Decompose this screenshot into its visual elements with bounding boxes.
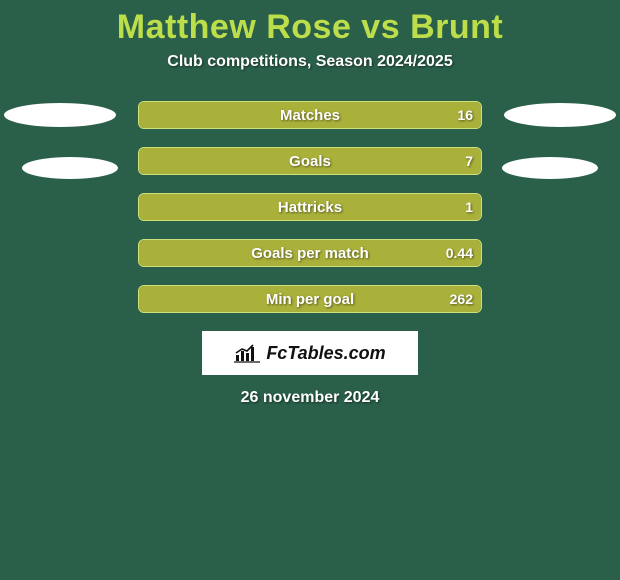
stat-bar-right-fill — [139, 240, 481, 266]
subtitle: Club competitions, Season 2024/2025 — [0, 53, 620, 71]
page-title: Matthew Rose vs Brunt — [0, 0, 620, 47]
stat-bar-right-fill — [139, 148, 481, 174]
stat-bar-right-fill — [139, 102, 481, 128]
stat-bar: Matches16 — [138, 101, 482, 129]
stat-row: Hattricks1 — [138, 193, 482, 221]
stat-row: Goals7 — [138, 147, 482, 175]
stat-bar-right-fill — [139, 194, 481, 220]
stat-row: Min per goal262 — [138, 285, 482, 313]
chart-icon — [234, 343, 260, 363]
stat-bar: Min per goal262 — [138, 285, 482, 313]
stat-bar: Goals per match0.44 — [138, 239, 482, 267]
player-left-avatar-bottom — [22, 157, 118, 179]
stat-bar-right-fill — [139, 286, 481, 312]
snapshot-date: 26 november 2024 — [0, 389, 620, 407]
stat-bar: Goals7 — [138, 147, 482, 175]
stat-row: Matches16 — [138, 101, 482, 129]
logo-text: FcTables.com — [266, 343, 385, 364]
stat-bar: Hattricks1 — [138, 193, 482, 221]
player-right-avatar-bottom — [502, 157, 598, 179]
logo-box: FcTables.com — [202, 331, 418, 375]
comparison-arena: Matches16 Goals7 Hattricks1 Goals per match… — [0, 101, 620, 313]
stat-row: Goals per match0.44 — [138, 239, 482, 267]
player-right-avatar-top — [504, 103, 616, 127]
player-left-avatar-top — [4, 103, 116, 127]
stat-bars: Matches16 Goals7 Hattricks1 Goals per match… — [138, 101, 482, 313]
site-logo: FcTables.com — [234, 343, 385, 364]
